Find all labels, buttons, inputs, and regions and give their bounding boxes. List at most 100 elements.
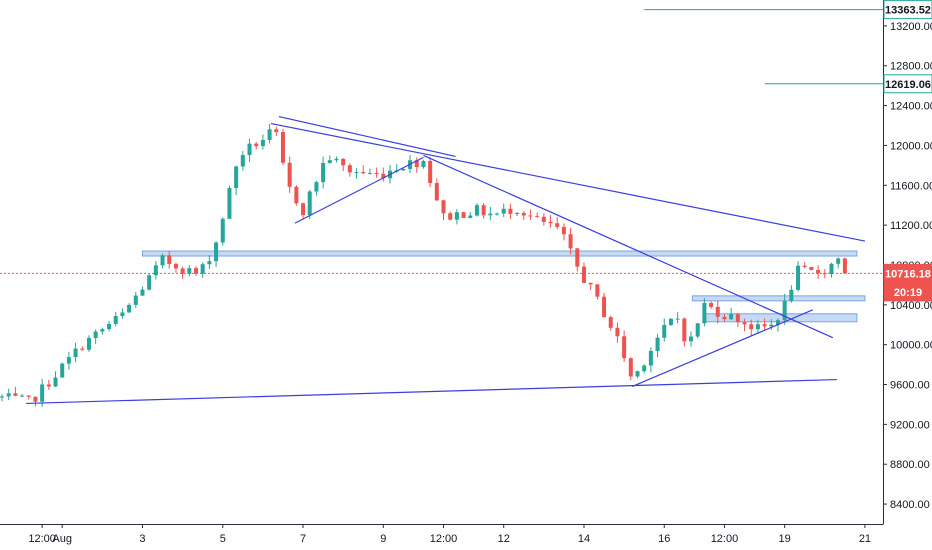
candle[interactable] [46, 380, 51, 390]
candle[interactable] [20, 394, 25, 398]
candle[interactable] [361, 165, 366, 174]
candle[interactable] [127, 303, 132, 314]
candle[interactable] [421, 159, 426, 169]
candle[interactable] [715, 300, 720, 324]
trendline-1[interactable] [278, 115, 456, 157]
candle[interactable] [294, 185, 299, 206]
candle[interactable] [521, 211, 526, 220]
candle[interactable] [227, 185, 232, 219]
candle[interactable] [628, 357, 633, 381]
candle[interactable] [836, 257, 841, 269]
candle[interactable] [187, 265, 192, 277]
candle[interactable] [675, 312, 680, 324]
trendline-4[interactable] [423, 154, 834, 339]
candle[interactable] [495, 212, 500, 216]
candle[interactable] [53, 371, 58, 387]
candle[interactable] [575, 248, 580, 272]
candle[interactable] [548, 215, 553, 228]
candle[interactable] [581, 262, 586, 284]
candle[interactable] [668, 318, 673, 327]
candle[interactable] [595, 284, 600, 300]
candle[interactable] [347, 163, 352, 177]
candle[interactable] [842, 257, 847, 275]
candle[interactable] [153, 261, 158, 280]
candle[interactable] [26, 395, 31, 400]
candle[interactable] [167, 250, 172, 269]
candle[interactable] [301, 202, 306, 220]
candle[interactable] [602, 293, 607, 318]
candle[interactable] [555, 217, 560, 230]
candle[interactable] [247, 138, 252, 162]
candle[interactable] [327, 155, 332, 164]
candle[interactable] [481, 202, 486, 219]
candle[interactable] [307, 189, 312, 219]
candle[interactable] [615, 322, 620, 343]
candle[interactable] [287, 156, 292, 193]
candle[interactable] [461, 211, 466, 218]
candle[interactable] [541, 213, 546, 226]
candle[interactable] [334, 156, 339, 163]
candle[interactable] [107, 321, 112, 332]
candle[interactable] [321, 156, 326, 189]
price-tag-level[interactable]: 12619.06 [883, 74, 932, 94]
candle[interactable] [120, 308, 125, 319]
candle[interactable] [796, 261, 801, 292]
trendline-2[interactable] [294, 156, 424, 224]
candle[interactable] [608, 315, 613, 331]
candle[interactable] [100, 327, 105, 335]
candle[interactable] [735, 313, 740, 327]
candle[interactable] [73, 342, 78, 363]
candle[interactable] [234, 165, 239, 195]
candle[interactable] [173, 262, 178, 273]
candle[interactable] [568, 227, 573, 255]
candle[interactable] [33, 396, 38, 407]
candle[interactable] [508, 203, 513, 220]
price-tag-level[interactable]: 13363.52 [883, 0, 932, 20]
candle[interactable] [689, 331, 694, 347]
candle[interactable] [381, 167, 386, 182]
candle[interactable] [729, 307, 734, 320]
candle[interactable] [802, 262, 807, 269]
candle[interactable] [762, 318, 767, 331]
candle[interactable] [140, 286, 145, 297]
candle[interactable] [454, 209, 459, 225]
candle[interactable] [749, 319, 754, 337]
candle[interactable] [133, 291, 138, 309]
trendline-3[interactable] [270, 122, 866, 242]
price-tag-countdown[interactable]: 20:19 [883, 282, 932, 302]
candle[interactable] [722, 314, 727, 322]
zone-rect-1[interactable] [691, 295, 866, 302]
candle[interactable] [193, 266, 199, 276]
candle[interactable] [374, 167, 379, 178]
candle[interactable] [6, 388, 11, 401]
candle[interactable] [561, 223, 566, 241]
candle[interactable] [434, 178, 439, 202]
candle[interactable] [702, 298, 707, 327]
candle[interactable] [200, 262, 205, 278]
candle[interactable] [648, 347, 653, 373]
trendline-0[interactable] [26, 378, 837, 405]
candle[interactable] [207, 255, 212, 270]
candle[interactable] [829, 262, 834, 278]
candle[interactable] [66, 351, 71, 370]
candle[interactable] [809, 266, 814, 271]
candle[interactable] [769, 319, 774, 330]
trendline-5[interactable] [631, 309, 813, 388]
candle[interactable] [254, 142, 259, 150]
candle[interactable] [528, 209, 533, 220]
candle[interactable] [274, 126, 279, 137]
candle[interactable] [80, 346, 85, 351]
candle[interactable] [160, 253, 165, 269]
candle[interactable] [501, 203, 506, 218]
candle[interactable] [755, 319, 760, 334]
candle[interactable] [682, 317, 687, 347]
candle[interactable] [341, 158, 346, 172]
candle[interactable] [414, 157, 419, 173]
candle[interactable] [214, 241, 219, 267]
candle[interactable] [113, 311, 118, 327]
candle[interactable] [622, 330, 627, 362]
candle[interactable] [0, 394, 5, 402]
candle[interactable] [642, 364, 647, 374]
